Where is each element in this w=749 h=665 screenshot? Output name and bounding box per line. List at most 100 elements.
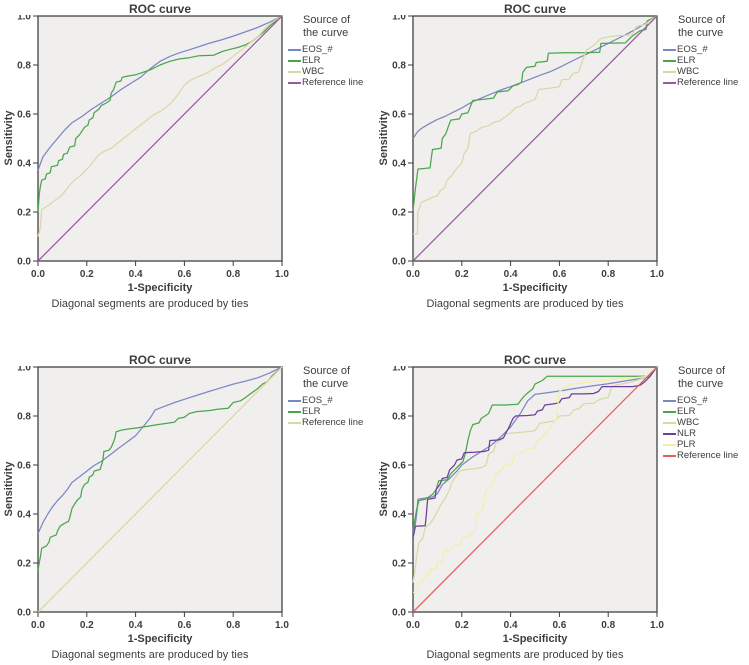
x-tick-label: 0.6 bbox=[177, 620, 191, 631]
legend-swatch-wbc bbox=[288, 70, 301, 73]
legend-label: NLR bbox=[677, 428, 697, 439]
legend-swatch-elr bbox=[663, 59, 676, 62]
legend-item-reference-line: Reference line bbox=[288, 417, 376, 428]
roc-curve-reference-line bbox=[37, 15, 283, 262]
y-tick-label: 1.0 bbox=[392, 15, 406, 23]
legend-swatch-eos bbox=[288, 399, 301, 402]
legend-item-wbc: WBC bbox=[663, 417, 749, 428]
roc-curve-reference-line bbox=[412, 15, 658, 262]
x-tick-label: 0.4 bbox=[504, 620, 518, 631]
legend-swatch-reference-line bbox=[288, 81, 301, 84]
roc-curve-reference-line bbox=[37, 366, 283, 613]
y-tick-label: 0.4 bbox=[392, 510, 406, 521]
y-tick-label: 0.2 bbox=[392, 208, 406, 219]
legend-label: Reference line bbox=[302, 77, 364, 88]
roc-panel-top-left: ROC curve Sensitivity 0.0 0.2 0.4 0.6 0.8 1.0… bbox=[0, 2, 374, 314]
legend-swatch-plr bbox=[663, 443, 676, 446]
y-tick-label: 0.2 bbox=[17, 559, 31, 570]
x-tick-label: 0.0 bbox=[31, 269, 45, 280]
y-tick-label: 1.0 bbox=[392, 366, 406, 374]
x-tick-label: 1.0 bbox=[275, 269, 289, 280]
legend-swatch-elr bbox=[288, 410, 301, 413]
x-tick-label: 1.0 bbox=[650, 269, 664, 280]
legend-swatch-elr bbox=[288, 59, 301, 62]
legend-item-elr: ELR bbox=[288, 55, 376, 66]
legend-item-plr: PLR bbox=[663, 439, 749, 450]
y-tick-label: 0.8 bbox=[392, 61, 406, 72]
legend-swatch-reference-line bbox=[663, 454, 676, 457]
legend-swatch-eos bbox=[663, 48, 676, 51]
x-tick-label: 0.2 bbox=[455, 620, 469, 631]
roc-panel-bottom-right: ROC curve Sensitivity 0.0 0.2 0.4 0.6 0.8 1.0… bbox=[375, 353, 749, 665]
legend-title: Source of the curve bbox=[303, 14, 351, 39]
legend: Source of the curve EOS_# ELR Reference li… bbox=[288, 365, 376, 428]
chart-footnote: Diagonal segments are produced by ties bbox=[51, 649, 249, 661]
y-tick-label: 1.0 bbox=[17, 366, 31, 374]
x-axis-label: 1-Specificity bbox=[127, 633, 193, 645]
legend-swatch-eos bbox=[663, 399, 676, 402]
roc-curve-wbc bbox=[413, 15, 658, 235]
legend-title: Source of the curve bbox=[303, 365, 351, 390]
roc-curve-plr bbox=[413, 366, 658, 594]
x-axis-label: 1-Specificity bbox=[502, 282, 568, 294]
x-tick-label: 0.2 bbox=[80, 269, 94, 280]
legend-label: ELR bbox=[302, 406, 321, 417]
legend-label: Reference line bbox=[677, 77, 739, 88]
y-tick-label: 0.2 bbox=[392, 559, 406, 570]
roc-curve-eos bbox=[412, 15, 658, 139]
roc-plot: 0.0 0.2 0.4 0.6 0.8 1.0 0.0 0.2 0.4 0.6 0.8 1.0 bbox=[17, 15, 289, 280]
chart-footnote: Diagonal segments are produced by ties bbox=[426, 298, 624, 310]
legend-title: Source of the curve bbox=[678, 14, 726, 39]
roc-panel-top-right: ROC curve Sensitivity 0.0 0.2 0.4 0.6 0.8 1.0… bbox=[375, 2, 749, 314]
legend-swatch-elr bbox=[663, 410, 676, 413]
y-tick-label: 0.8 bbox=[17, 61, 31, 72]
legend: Source of the curve EOS_# ELR WBC Reference… bbox=[288, 14, 376, 88]
legend-item-eos: EOS_# bbox=[288, 395, 376, 406]
y-tick-label: 0.4 bbox=[392, 159, 406, 170]
legend-item-wbc: WBC bbox=[663, 66, 749, 77]
chart-footnote: Diagonal segments are produced by ties bbox=[426, 649, 624, 661]
legend-label: WBC bbox=[302, 66, 325, 77]
x-tick-label: 0.4 bbox=[129, 620, 143, 631]
x-tick-label: 0.6 bbox=[552, 620, 566, 631]
chart-title: ROC curve bbox=[503, 353, 567, 367]
y-tick-label: 0.6 bbox=[392, 461, 406, 472]
y-tick-label: 0.6 bbox=[17, 461, 31, 472]
x-tick-label: 0.0 bbox=[31, 620, 45, 631]
y-tick-label: 0.0 bbox=[392, 257, 406, 268]
y-tick-label: 0.4 bbox=[17, 159, 31, 170]
y-tick-label: 0.0 bbox=[17, 608, 31, 619]
roc-curve-elr bbox=[412, 15, 658, 211]
legend-label: EOS_# bbox=[302, 395, 333, 406]
legend-swatch-reference-line bbox=[663, 81, 676, 84]
y-tick-label: 0.0 bbox=[392, 608, 406, 619]
roc-curve-eos bbox=[37, 366, 283, 534]
legend-label: WBC bbox=[677, 417, 700, 428]
legend-item-elr: ELR bbox=[663, 406, 749, 417]
legend-swatch-wbc bbox=[663, 70, 676, 73]
y-tick-label: 0.8 bbox=[17, 412, 31, 423]
roc-plot: 0.0 0.2 0.4 0.6 0.8 1.0 0.0 0.2 0.4 0.6 0.8 1.0 bbox=[17, 366, 289, 631]
x-tick-label: 0.6 bbox=[177, 269, 191, 280]
x-tick-label: 0.0 bbox=[406, 269, 420, 280]
legend-item-elr: ELR bbox=[663, 55, 749, 66]
x-tick-label: 0.8 bbox=[226, 269, 240, 280]
x-tick-label: 0.8 bbox=[601, 620, 615, 631]
legend-item-reference-line: Reference line bbox=[663, 450, 749, 461]
legend-label: PLR bbox=[677, 439, 696, 450]
x-tick-label: 1.0 bbox=[650, 620, 664, 631]
legend-label: Reference line bbox=[302, 417, 364, 428]
legend-swatch-eos bbox=[288, 48, 301, 51]
roc-curve-eos bbox=[37, 15, 283, 171]
x-tick-label: 0.8 bbox=[601, 269, 615, 280]
x-tick-label: 0.4 bbox=[504, 269, 518, 280]
roc-curve-reference-line bbox=[412, 366, 658, 613]
legend-label: EOS_# bbox=[302, 44, 333, 55]
roc-curve-nlr bbox=[412, 366, 658, 538]
x-tick-label: 1.0 bbox=[275, 620, 289, 631]
chart-title: ROC curve bbox=[128, 2, 192, 16]
legend-label: Reference line bbox=[677, 450, 739, 461]
legend-item-eos: EOS_# bbox=[663, 395, 749, 406]
legend-item-nlr: NLR bbox=[663, 428, 749, 439]
